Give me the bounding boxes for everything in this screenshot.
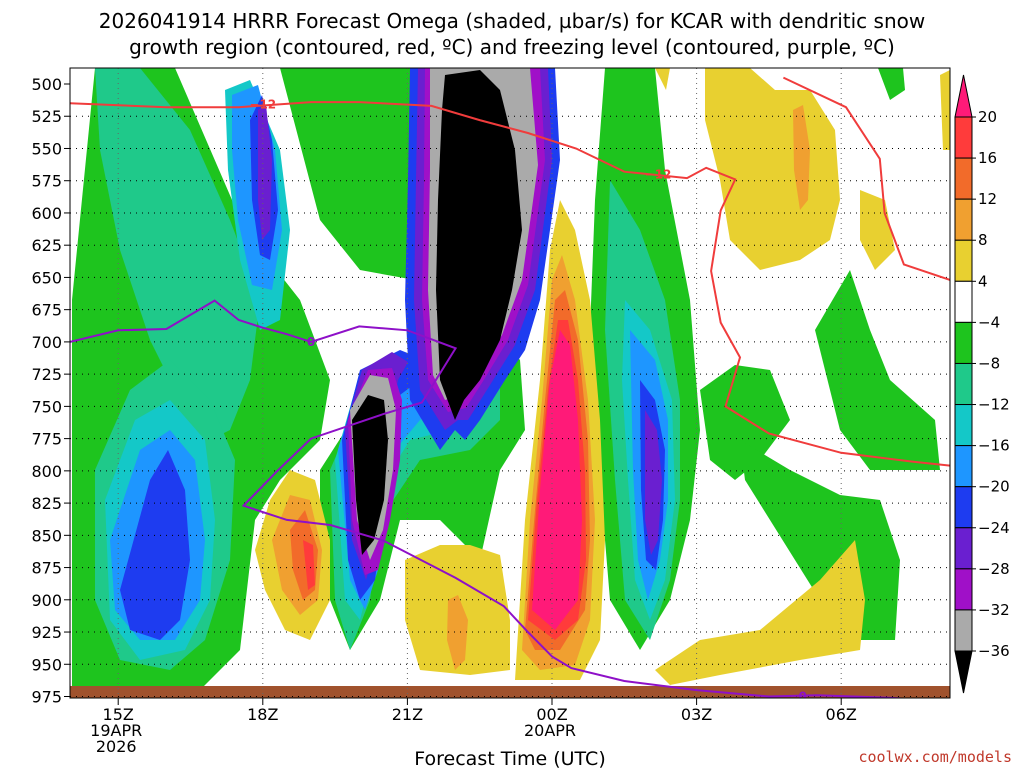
y-tick-label-950: 950 [31, 655, 62, 674]
colorbar-label-7: −12 [978, 396, 1010, 414]
y-tick-label-825: 825 [31, 494, 62, 513]
colorbar-band-8 [954, 445, 973, 488]
y-tick-label-750: 750 [31, 397, 62, 416]
y-tick-label-875: 875 [31, 559, 62, 578]
colorbar-label-11: −28 [978, 560, 1010, 578]
y-tick-label-725: 725 [31, 365, 62, 384]
x-tick-label-21Z: 21Z [392, 705, 423, 724]
y-tick-label-600: 600 [31, 204, 62, 223]
colorbar-band-0 [954, 116, 973, 159]
omega-20-00z [532, 330, 582, 630]
colorbar-band-2 [954, 198, 973, 241]
x-tick-label-03Z: 03Z [681, 705, 712, 724]
x-tick-label-18Z: 18Z [247, 705, 278, 724]
colorbar-label-0: 20 [978, 108, 997, 126]
freezing-label-19z: 0 [307, 335, 315, 349]
omega-descent-lower-right [655, 540, 865, 685]
y-tick-label-500: 500 [31, 75, 62, 94]
colorbar-band-1 [954, 157, 973, 200]
y-tick-label-650: 650 [31, 268, 62, 287]
omega-descent-02z-top [655, 68, 670, 90]
y-tick-label-525: 525 [31, 107, 62, 126]
dgz-label-02z: −12 [645, 167, 672, 181]
colorbar-band-12 [954, 609, 973, 652]
colorbar-band-11 [954, 568, 973, 611]
y-tick-label-925: 925 [31, 623, 62, 642]
colorbar-band-7 [954, 404, 973, 447]
dgz-contour-line-upper [70, 101, 950, 467]
omega-weak-ascent-06z [815, 270, 940, 470]
omega-28-upper [258, 105, 272, 240]
omega-descent-05z-aloft [860, 190, 895, 270]
colorbar-label-1: 16 [978, 149, 997, 167]
colorbar-top-arrow [954, 74, 973, 118]
x-tick-label-00Z: 00Z [536, 705, 567, 724]
credit-text: coolwx.com/models [858, 748, 1012, 766]
chart-title-line2: growth region (contoured, red, ºC) and f… [129, 35, 895, 59]
colorbar-band-4 [954, 280, 973, 323]
colorbar-band-10 [954, 527, 973, 570]
colorbar-label-9: −20 [978, 478, 1010, 496]
y-tick-label-550: 550 [31, 139, 62, 158]
ground-surface [70, 686, 950, 698]
y-tick-label-625: 625 [31, 236, 62, 255]
colorbar-label-4: 4 [978, 272, 988, 290]
y-tick-label-575: 575 [31, 172, 62, 191]
colorbar-band-6 [954, 362, 973, 406]
colorbar-label-8: −16 [978, 437, 1010, 455]
x-axis-label: Forecast Time (UTC) [414, 748, 605, 768]
gridlines [70, 68, 950, 698]
dgz-label-18z: −12 [249, 98, 276, 112]
omega-8-03z-aloft [793, 105, 810, 210]
colorbar-label-3: 8 [978, 231, 988, 249]
x-tick-label-06Z: 06Z [826, 705, 857, 724]
x-tick-date-15Z: 19APR [90, 721, 142, 740]
colorbar-label-2: 12 [978, 190, 997, 208]
y-tick-label-675: 675 [31, 301, 62, 320]
plot-frame [69, 67, 951, 699]
omega-24-lower [120, 450, 190, 640]
y-tick-label-800: 800 [31, 462, 62, 481]
omega-8-2130z [447, 595, 468, 670]
omega-16-18z [303, 540, 315, 590]
y-axis-ticks: 500 525 550 575 600 625 650 675 700 725 750 775 800 8… [31, 75, 70, 707]
freezing-level-line [70, 299, 911, 698]
colorbar-label-10: −24 [978, 519, 1010, 537]
chart-title-line1: 2026041914 HRRR Forecast Omega (shaded, … [99, 9, 925, 33]
colorbar-label-5: −4 [978, 313, 1000, 331]
omega-weak-ascent-03z [700, 365, 790, 480]
x-tick-year-15Z: 2026 [96, 737, 137, 756]
colorbar: 20 16 12 8 4 −4 −8 −12 −16 −20 −24 −28 −32 −36 [954, 74, 1010, 694]
omega-max-column-22z [436, 70, 522, 420]
omega-weak-ascent-top-right [878, 68, 905, 100]
y-tick-label-975: 975 [31, 688, 62, 707]
x-tick-label-15Z: 15Z [103, 705, 134, 724]
dgz-contour-line-right [782, 76, 950, 282]
freezing-label-05z: 0 [798, 690, 806, 704]
y-tick-label-775: 775 [31, 430, 62, 449]
x-tick-date-00Z: 20APR [524, 721, 576, 740]
colorbar-label-12: −32 [978, 601, 1010, 619]
y-tick-label-700: 700 [31, 333, 62, 352]
omega-max-lobe-20z [352, 395, 388, 555]
omega-descent-03z-aloft [705, 68, 840, 270]
y-tick-label-900: 900 [31, 591, 62, 610]
omega-descent-right-edge [940, 70, 950, 150]
colorbar-band-3 [954, 239, 973, 282]
colorbar-label-13: −36 [978, 642, 1010, 660]
plot-area [70, 68, 950, 698]
omega-28-02z [645, 410, 662, 555]
omega-mod-ascent-upper [95, 68, 260, 440]
colorbar-band-9 [954, 486, 973, 529]
colorbar-label-6: −8 [978, 354, 1000, 372]
colorbar-bottom-arrow [954, 650, 973, 694]
contour-lines: −12 −12 0 0 [70, 76, 950, 704]
y-tick-label-850: 850 [31, 526, 62, 545]
colorbar-band-5 [954, 321, 973, 364]
